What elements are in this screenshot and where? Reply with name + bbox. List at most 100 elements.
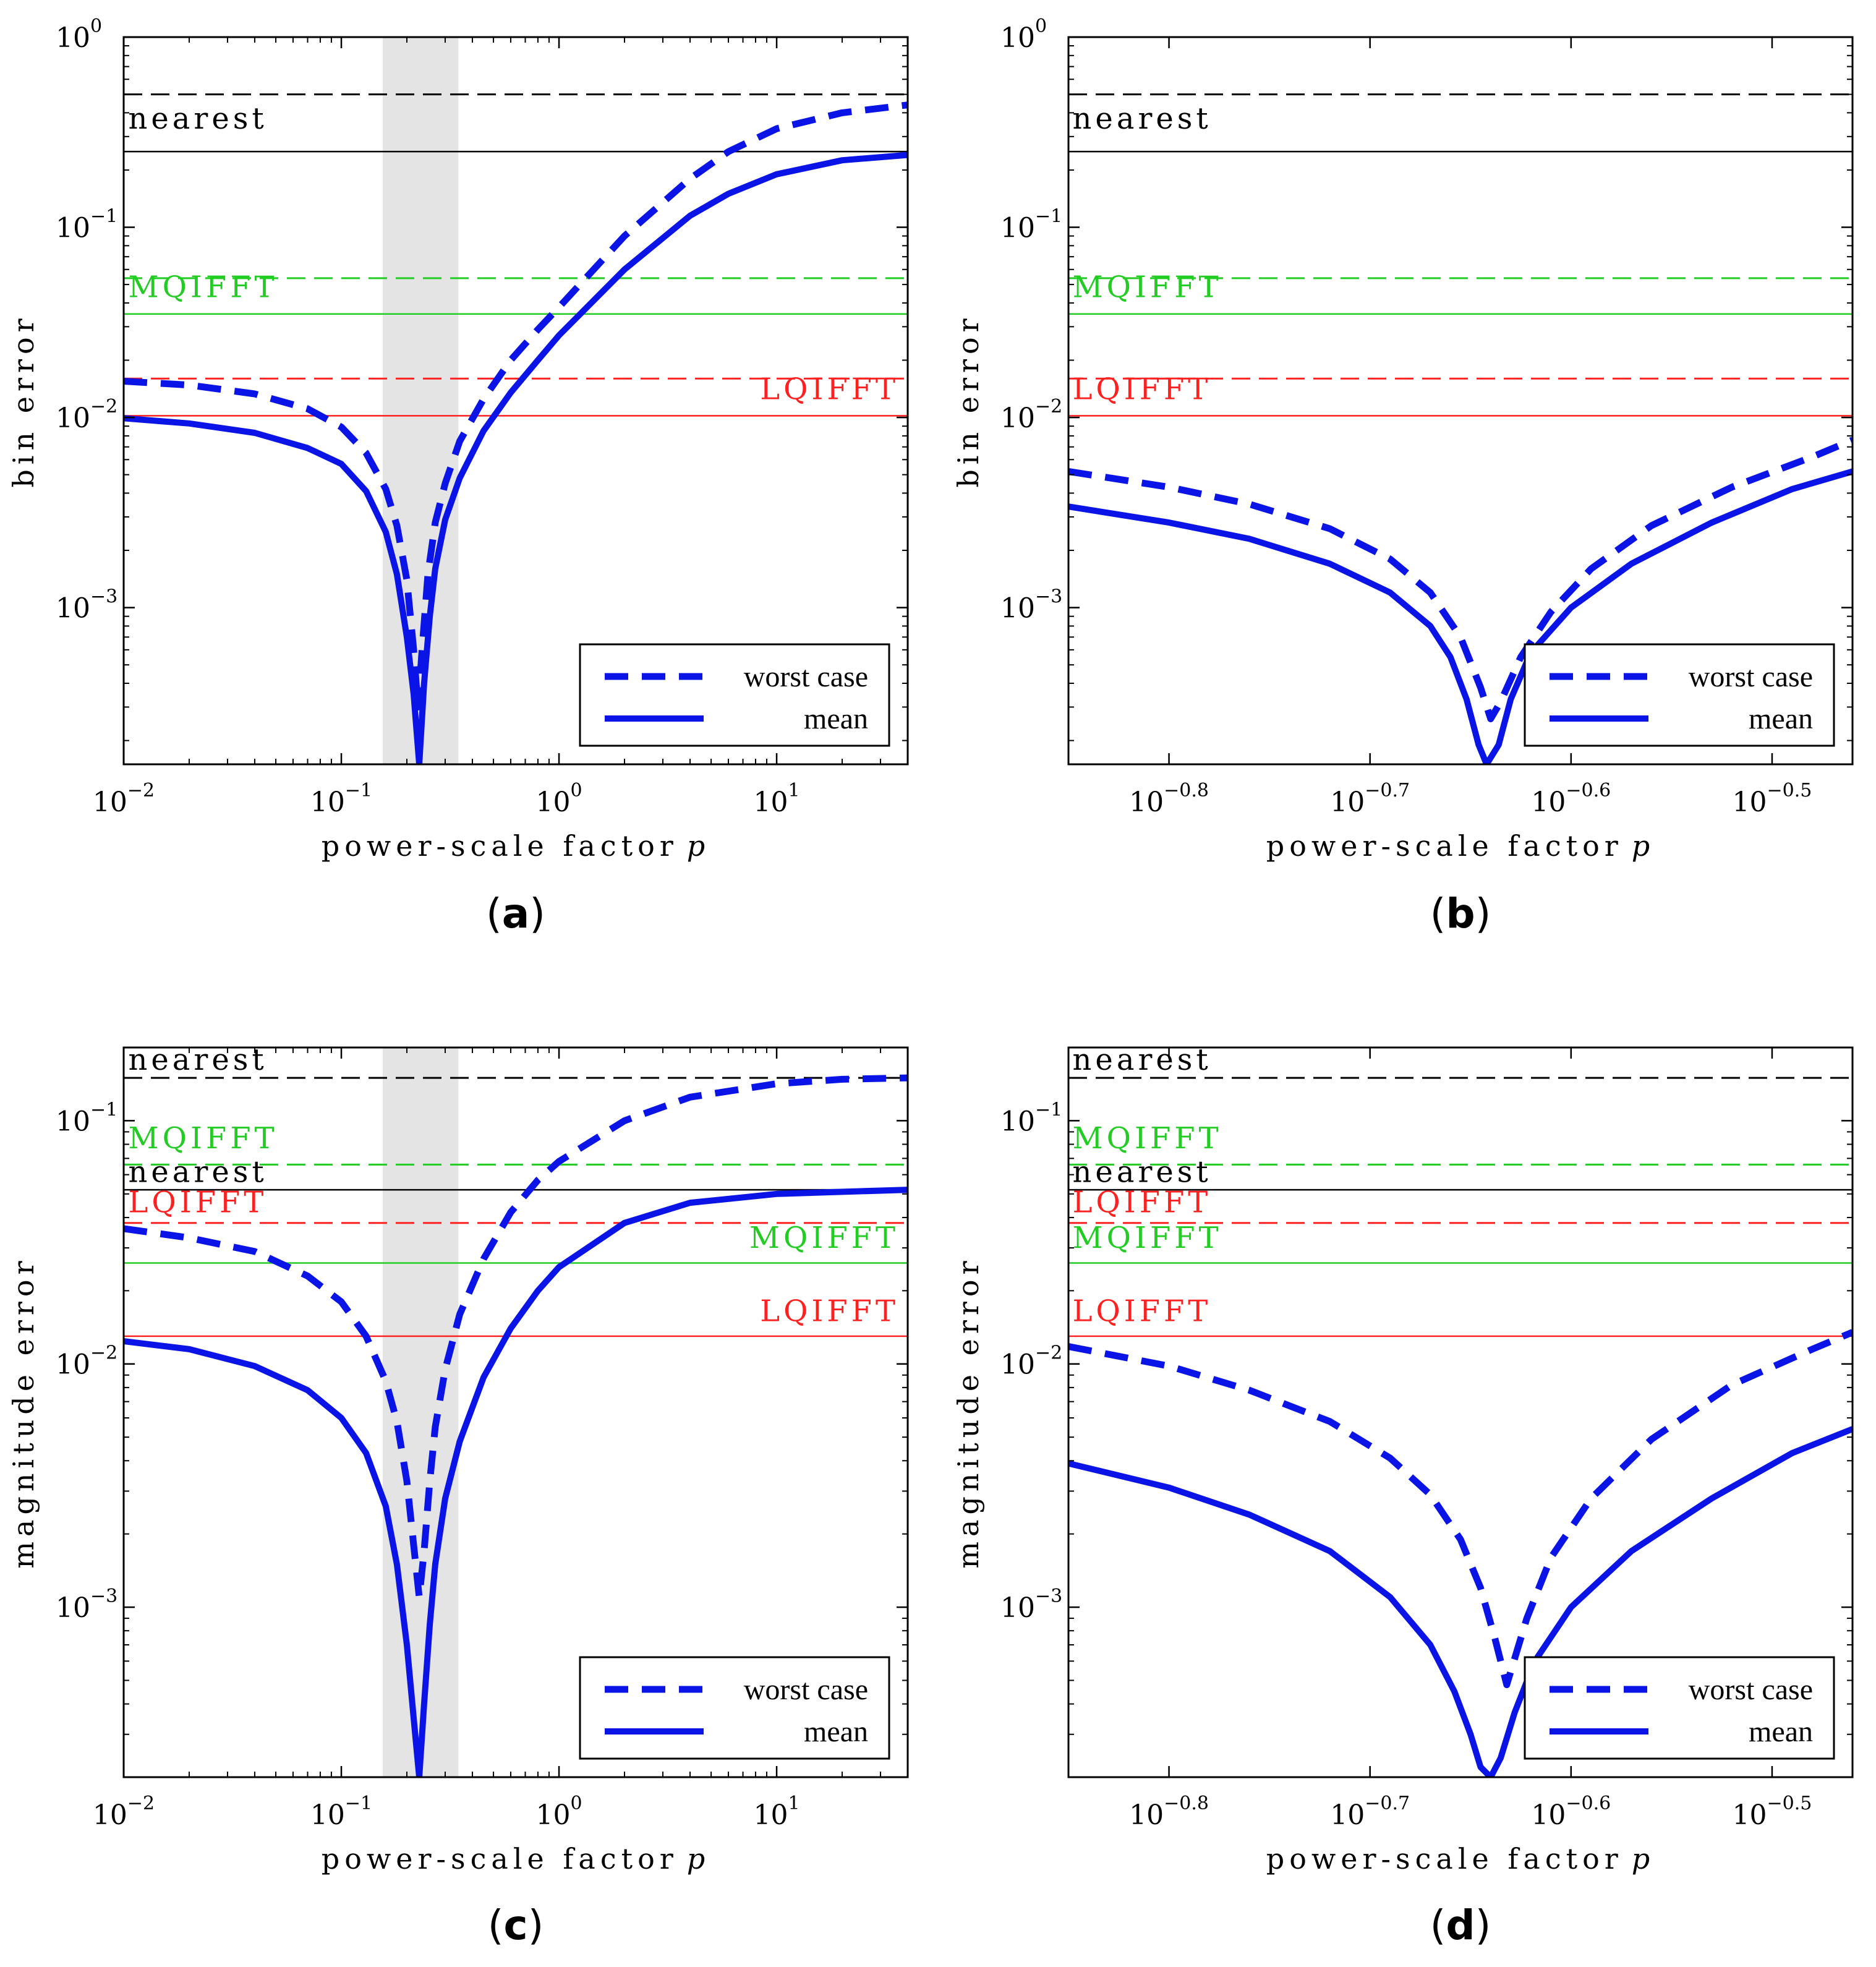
series-mean-line [1068, 1426, 1853, 1777]
plot-area [1068, 93, 1853, 764]
y-tick-base: 10 [1000, 1106, 1035, 1137]
y-tick-base: 10 [1000, 1349, 1035, 1381]
x-tick-base: 10 [754, 787, 788, 818]
x-tick-exponent: −2 [127, 780, 155, 801]
x-axis-label-text: power-scale factor [1266, 829, 1623, 863]
y-tick-label: 100 [1000, 15, 1047, 54]
panel-letter-text: c [503, 1901, 527, 1949]
panel-letter: (a) [486, 890, 545, 937]
legend-box [579, 1656, 890, 1760]
series-worst-case-line [1068, 437, 1853, 722]
x-tick-label: 10−0.7 [1330, 1793, 1410, 1831]
y-tick-label: 10−1 [1000, 206, 1062, 244]
y-tick-label: 10−3 [56, 1585, 117, 1624]
y-tick-base: 10 [1000, 1592, 1035, 1624]
x-tick-label: 10−0.6 [1531, 1793, 1611, 1831]
reference-label-nearest: nearest [128, 101, 267, 136]
legend: worst case mean [1524, 1656, 1835, 1760]
y-tick-base: 10 [1000, 213, 1035, 244]
y-tick-exponent: −2 [1035, 1342, 1062, 1364]
axes-frame [1067, 36, 1854, 766]
shaded-region [383, 37, 459, 764]
panel-letter: (c) [488, 1901, 544, 1949]
x-tick-base: 10 [1129, 787, 1164, 818]
x-tick-exponent: 0 [570, 1793, 582, 1814]
x-tick-exponent: 1 [788, 780, 800, 801]
x-tick-base: 10 [1330, 787, 1365, 818]
y-tick-exponent: −1 [90, 1099, 117, 1120]
series-mean-line [124, 151, 908, 764]
series-mean-line [1068, 468, 1853, 764]
y-tick-label: 10−3 [1000, 1585, 1062, 1624]
y-tick-exponent: −2 [1035, 396, 1062, 417]
x-tick-label: 10−0.6 [1531, 780, 1611, 818]
x-tick-label: 10−0.5 [1733, 780, 1812, 818]
panel-paren-open: ( [1430, 890, 1446, 937]
panel-paren-open: ( [486, 890, 502, 937]
x-axis-label-variable: p [1632, 1842, 1655, 1875]
x-axis-label: power-scale factor p [322, 829, 710, 863]
y-tick-exponent: −1 [1035, 1099, 1062, 1120]
reference-label-mqifft: MQIFFT [1073, 270, 1222, 304]
legend-label: worst case [744, 1673, 868, 1706]
x-tick-label: 101 [754, 780, 800, 818]
y-tick-base: 10 [56, 593, 90, 625]
x-axis-label-text: power-scale factor [322, 829, 678, 863]
panel-paren-open: ( [488, 1901, 504, 1949]
y-tick-exponent: −3 [90, 1585, 117, 1607]
y-tick-label: 10−1 [1000, 1099, 1062, 1137]
x-tick-label: 10−0.8 [1129, 1793, 1209, 1831]
x-axis-label-variable: p [1632, 829, 1655, 863]
x-tick-base: 10 [1733, 1799, 1767, 1831]
x-tick-label: 101 [754, 1793, 800, 1831]
y-tick-base: 10 [1000, 593, 1035, 625]
reference-label-lqifft: LQIFFT [1073, 1294, 1212, 1328]
panel-c: nearestMQIFFTnearestLQIFFTMQIFFTLQIFFT10… [7, 1043, 909, 1949]
series-mean-line [124, 1187, 908, 1777]
y-tick-base: 10 [1000, 403, 1035, 434]
reference-label-mqifft: MQIFFT [1073, 1121, 1222, 1156]
y-tick-label: 10−1 [56, 206, 117, 244]
x-axis-label-variable: p [687, 1842, 710, 1875]
reference-label-lqifft: LQIFFT [1073, 1185, 1212, 1220]
x-tick-exponent: −1 [345, 1793, 372, 1814]
legend-label: mean [1749, 702, 1813, 735]
x-tick-label: 10−0.7 [1330, 780, 1410, 818]
y-tick-exponent: 0 [1035, 15, 1047, 37]
x-tick-base: 10 [535, 1799, 570, 1831]
y-axis-label: bin error [952, 314, 985, 487]
y-tick-exponent: −1 [90, 206, 117, 228]
y-tick-label: 100 [56, 15, 102, 54]
axes-frame [1067, 1046, 1854, 1778]
x-tick-exponent: 1 [788, 1793, 800, 1814]
reference-label-mqifft: MQIFFT [1073, 1221, 1222, 1255]
x-tick-base: 10 [535, 787, 570, 818]
x-tick-label: 100 [535, 1793, 582, 1831]
y-tick-exponent: −1 [1035, 206, 1062, 228]
x-tick-base: 10 [93, 787, 127, 818]
x-axis-label: power-scale factor p [322, 1842, 710, 1875]
legend: worst case mean [1524, 643, 1835, 747]
x-tick-exponent: −2 [127, 1793, 155, 1814]
x-tick-base: 10 [310, 787, 345, 818]
legend-label: mean [804, 702, 868, 735]
legend-label: mean [804, 1715, 868, 1748]
series-worst-case-line [124, 101, 908, 710]
x-tick-exponent: −0.8 [1164, 1793, 1209, 1814]
shaded-region [383, 1048, 459, 1777]
axes-frame [122, 36, 909, 766]
panel-letter: (d) [1430, 1901, 1491, 1949]
y-tick-label: 10−2 [1000, 1342, 1062, 1381]
x-tick-base: 10 [93, 1799, 127, 1831]
y-tick-base: 10 [56, 213, 90, 244]
panel-paren-close: ) [1475, 1901, 1491, 1949]
reference-label-nearest: nearest [1073, 101, 1212, 136]
series-worst-case-line [1068, 1329, 1853, 1688]
x-tick-label: 10−1 [310, 780, 372, 818]
x-tick-exponent: −0.8 [1164, 780, 1209, 801]
x-tick-label: 100 [535, 780, 582, 818]
reference-label-lqifft: LQIFFT [760, 372, 899, 406]
x-tick-exponent: −0.5 [1767, 1793, 1812, 1814]
